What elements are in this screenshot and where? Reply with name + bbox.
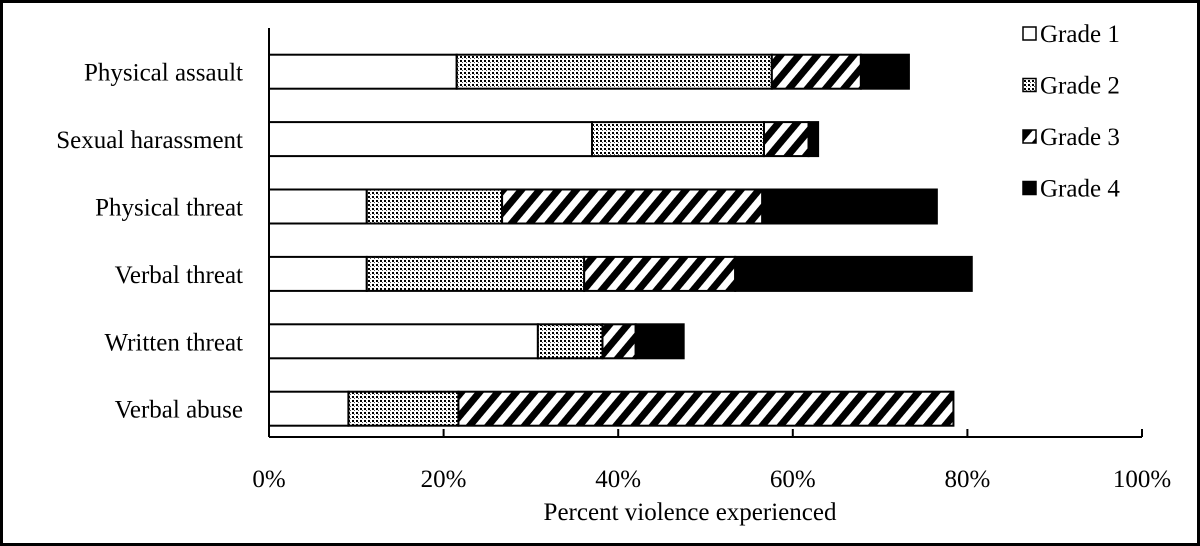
category-label: Verbal abuse (115, 397, 243, 424)
x-tick-label: 20% (421, 466, 467, 493)
bar-segment-grade-1 (268, 121, 594, 158)
bar-segment-grade-3 (762, 121, 810, 158)
bar-segment-grade-1 (268, 323, 539, 360)
bar-segment-grade-3 (770, 53, 862, 90)
bar-segment-grade-4 (859, 53, 910, 90)
bar-segment-grade-3 (583, 255, 737, 292)
category-label: Sexual harassment (56, 127, 243, 154)
x-tick-label: 60% (770, 466, 816, 493)
bar-segment-grade-2 (365, 255, 586, 292)
bar-segment-grade-1 (268, 390, 350, 427)
bar-segment-grade-2 (591, 121, 765, 158)
bar-segment-grade-1 (268, 255, 368, 292)
x-tick-label: 80% (944, 466, 990, 493)
bar-segment-grade-3 (601, 323, 637, 360)
legend-swatch (1022, 77, 1037, 93)
bar-segment-grade-1 (268, 53, 458, 90)
bar-segment-grade-2 (365, 188, 504, 225)
legend-label: Grade 1 (1040, 21, 1120, 48)
x-tick-label: 100% (1113, 466, 1171, 493)
category-label: Verbal threat (115, 262, 243, 289)
bar-segment-grade-4 (761, 188, 938, 225)
bar-segment-grade-2 (536, 323, 604, 360)
bar-segment-grade-4 (807, 121, 820, 158)
bar-segment-grade-2 (347, 390, 460, 427)
x-tick-label: 40% (595, 466, 641, 493)
x-tick-label: 0% (252, 466, 285, 493)
category-label: Physical threat (95, 195, 243, 222)
category-label: Written threat (104, 329, 243, 356)
x-axis-label: Percent violence experienced (544, 499, 837, 526)
bar-segment-grade-4 (634, 323, 685, 360)
bar-segment-grade-3 (501, 188, 764, 225)
bar-segment-grade-2 (455, 53, 773, 90)
legend-label: Grade 3 (1040, 124, 1120, 151)
legend-swatch (1022, 129, 1037, 144)
legend-label: Grade 4 (1040, 176, 1120, 203)
legend-swatch (1022, 180, 1037, 196)
legend-swatch (1022, 26, 1037, 41)
bar-segment-grade-1 (268, 188, 368, 225)
bar-segment-grade-4 (734, 255, 973, 292)
legend-label: Grade 2 (1040, 73, 1120, 100)
category-label: Physical assault (84, 60, 243, 87)
bar-segment-grade-3 (457, 390, 955, 427)
